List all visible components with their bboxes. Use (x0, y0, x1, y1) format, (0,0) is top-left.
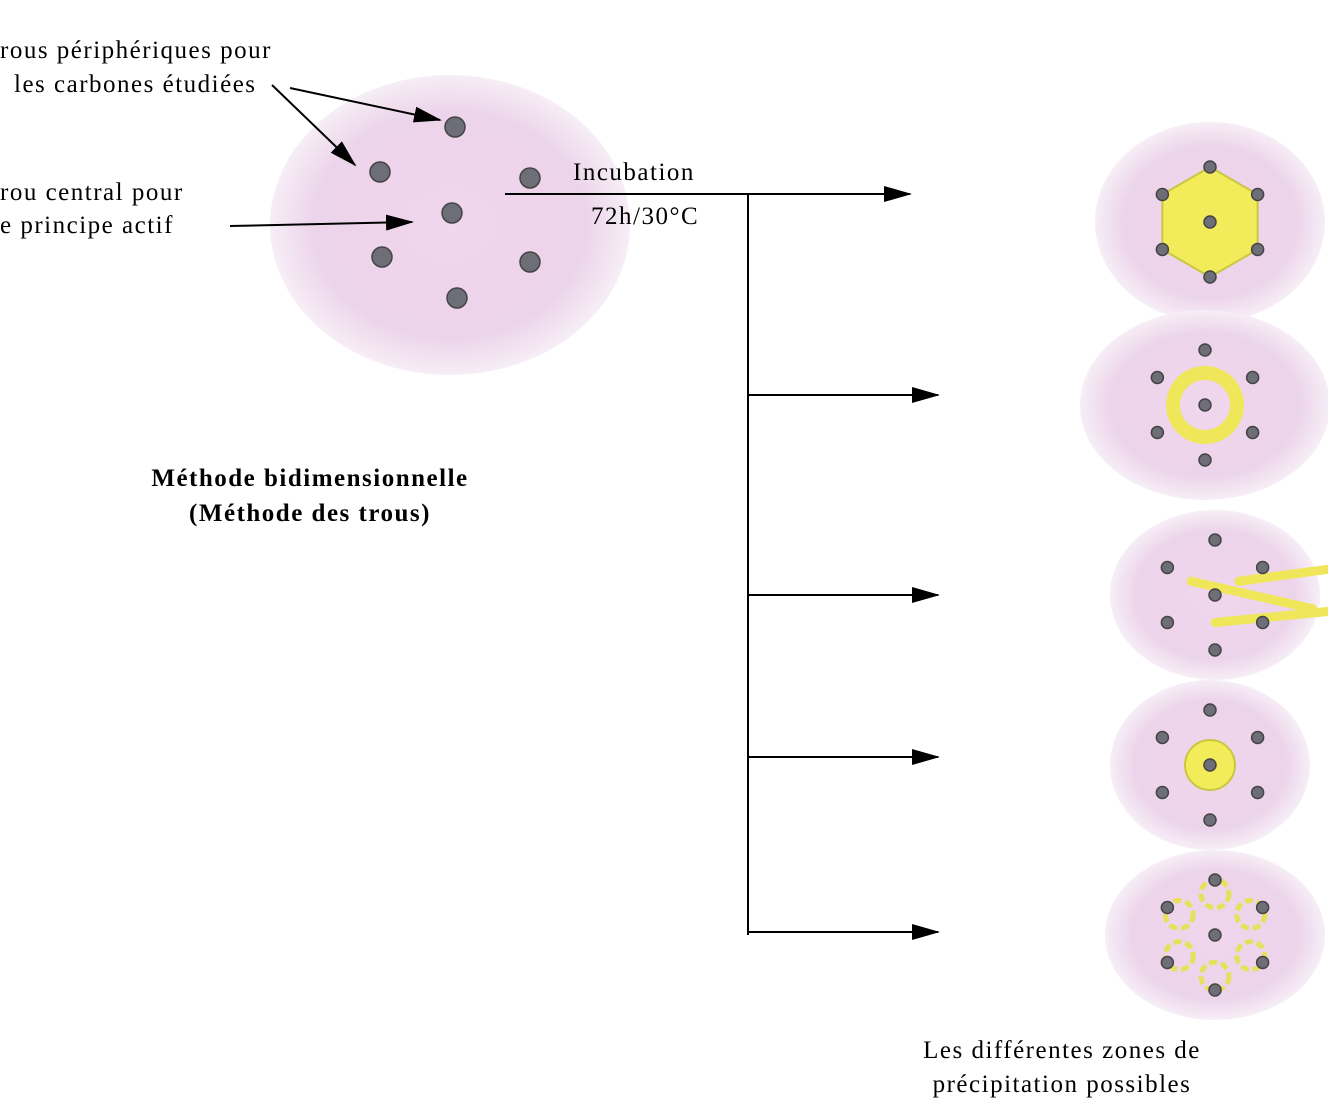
well (1160, 615, 1175, 630)
well (1208, 873, 1222, 887)
well (1255, 955, 1270, 970)
well (1250, 242, 1265, 257)
well (369, 161, 391, 183)
precipitation-zone (1186, 576, 1318, 614)
well (1160, 900, 1175, 915)
precipitation-zone (1234, 564, 1328, 586)
well (441, 202, 463, 224)
precipitation-zone (1234, 939, 1268, 973)
well (444, 116, 466, 138)
well (1203, 813, 1217, 827)
well (1255, 615, 1270, 630)
peripheral-label: les carbones étudiées (14, 71, 257, 98)
well (1155, 187, 1170, 202)
precipitation-zone (1234, 897, 1268, 931)
method-subtitle: (Méthode des trous) (189, 500, 431, 527)
well (1160, 560, 1175, 575)
well (1203, 215, 1217, 229)
precipitation-zone (1210, 606, 1328, 627)
well (1160, 955, 1175, 970)
well (1150, 425, 1165, 440)
well (1203, 758, 1217, 772)
well (1208, 643, 1222, 657)
incubation-label: 72h/30°C (591, 203, 699, 230)
arrows (229, 84, 940, 940)
precipitation-zone (1198, 959, 1232, 993)
well (519, 251, 541, 273)
method-title: Méthode bidimensionnelle (151, 465, 468, 492)
well (446, 287, 468, 309)
central-label: rou central pour (0, 179, 184, 206)
petri-dishes (270, 75, 1328, 1020)
precipitation-zone (1166, 366, 1244, 444)
well (1208, 533, 1222, 547)
well (1198, 453, 1212, 467)
well (371, 246, 393, 268)
well (1203, 270, 1217, 284)
well (1250, 785, 1265, 800)
well (1150, 370, 1165, 385)
well (1208, 588, 1222, 602)
peripheral-label: rous périphériques pour (0, 37, 272, 64)
well (1255, 900, 1270, 915)
well (1155, 730, 1170, 745)
precipitation-zone (1162, 939, 1196, 973)
well (519, 167, 541, 189)
well (1245, 425, 1260, 440)
well (1203, 160, 1217, 174)
well (1203, 703, 1217, 717)
well (1208, 928, 1222, 942)
well (1198, 343, 1212, 357)
main-dish (270, 75, 630, 375)
central-label: e principe actif (0, 212, 174, 239)
well (1250, 730, 1265, 745)
well (1250, 187, 1265, 202)
well (1155, 242, 1170, 257)
well (1255, 560, 1270, 575)
caption: précipitation possibles (933, 1071, 1192, 1098)
well (1245, 370, 1260, 385)
well (1208, 983, 1222, 997)
well (1198, 398, 1212, 412)
well (1155, 785, 1170, 800)
precipitation-zone (1162, 897, 1196, 931)
caption: Les différentes zones de (923, 1037, 1201, 1064)
incubation-label: Incubation (573, 159, 695, 186)
